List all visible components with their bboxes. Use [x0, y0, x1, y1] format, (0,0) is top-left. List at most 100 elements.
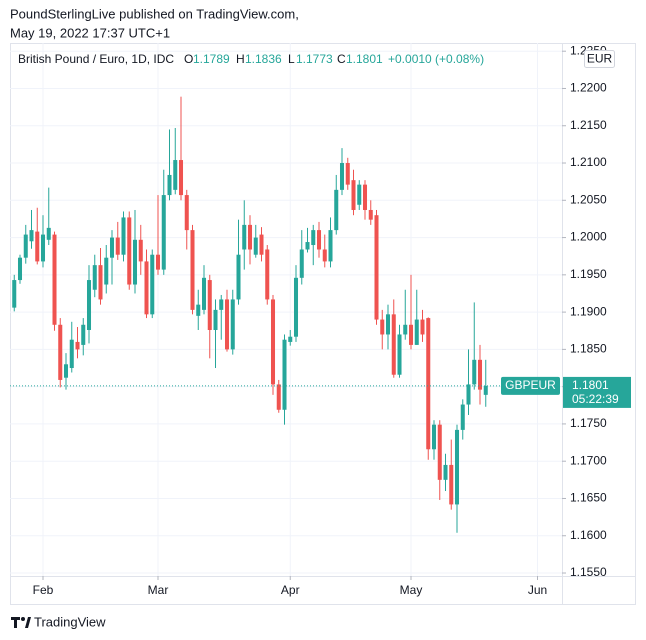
candle-body [173, 160, 178, 190]
candle-body [460, 404, 465, 430]
candle-body [368, 209, 373, 220]
candle-body [12, 280, 17, 308]
x-tick-label: May [400, 583, 423, 597]
candle-body [437, 424, 442, 480]
chart-frame [10, 43, 636, 605]
candle-body [178, 160, 184, 196]
candle-body [115, 237, 120, 255]
candle-body [316, 230, 322, 250]
candle-body [322, 249, 327, 262]
y-tick-label: 1.1650 [570, 491, 607, 505]
candle-body [201, 277, 207, 310]
timestamp: May 19, 2022 17:37 UTC+1 [10, 25, 170, 40]
candle-body [58, 324, 63, 380]
candle-body [408, 324, 414, 345]
price-label: 1.1801 [572, 378, 609, 392]
overlay: British Pound / Euro, 1D, IDC O 1.1789 H… [10, 50, 631, 408]
candle-body [270, 299, 276, 385]
legend-change: +0.0010 (+0.08%) [388, 52, 484, 66]
candle-body [311, 230, 316, 246]
candle-body [305, 242, 310, 250]
y-tick-label: 1.2050 [570, 192, 607, 206]
candle-body [81, 324, 86, 345]
candle-body [345, 163, 350, 185]
x-tick-label: Mar [148, 583, 169, 597]
y-tick-label: 1.2150 [570, 118, 607, 132]
candle-body [242, 224, 247, 250]
publisher: PoundSterlingLive published on TradingVi… [10, 6, 299, 21]
candle-body [449, 464, 454, 505]
candle-body [63, 364, 69, 378]
candle-body [104, 257, 109, 285]
candle-body [288, 336, 293, 342]
legend-h: H [236, 52, 245, 66]
y-tick-label: 1.1750 [570, 416, 607, 430]
candle-body [92, 265, 97, 290]
y-tick-label: 1.1600 [570, 528, 607, 542]
candle-body [224, 299, 230, 350]
candle-body [127, 217, 132, 285]
currency: EUR [587, 52, 613, 66]
candle-body [132, 239, 138, 285]
candle-body [52, 234, 57, 325]
candles [12, 96, 488, 533]
candle-body [121, 217, 126, 255]
y-tick-label: 1.2200 [570, 81, 607, 95]
grid: 1.15501.16001.16501.17001.17501.18001.18… [10, 43, 607, 597]
candle-body [196, 304, 201, 316]
logo-part [21, 617, 25, 621]
candle-body [299, 249, 304, 278]
candle-body [362, 184, 368, 210]
candle-body [414, 319, 419, 345]
candle-body [40, 234, 46, 262]
candle-body [144, 261, 149, 315]
price-box [563, 376, 631, 408]
y-tick-label: 1.1550 [570, 565, 607, 579]
footer-logo [11, 617, 31, 628]
candle-body [46, 227, 51, 240]
candle-body [259, 234, 264, 255]
candle-body [17, 257, 23, 281]
candle-body [150, 254, 155, 315]
candle-body [138, 239, 143, 262]
candle-body [23, 234, 28, 258]
candle-body [86, 280, 92, 330]
y-tick-label: 1.1950 [570, 267, 607, 281]
currency-box [584, 50, 615, 68]
candle-body [385, 314, 391, 335]
candle-body [155, 254, 161, 270]
y-tick-label: 1.1900 [570, 304, 607, 318]
candle-body [328, 230, 333, 262]
candle-body [293, 277, 299, 337]
candle-body [477, 359, 483, 390]
candle-body [339, 163, 345, 190]
candle-body [213, 309, 218, 330]
candle-body [219, 299, 224, 310]
candle-body [161, 195, 166, 270]
x-tick-label: Feb [33, 583, 54, 597]
y-tick-label: 1.2000 [570, 230, 607, 244]
candle-body [391, 314, 396, 375]
candle-body [276, 384, 281, 410]
y-tick-label: 1.1850 [570, 342, 607, 356]
countdown: 05:22:39 [572, 392, 619, 406]
candle-body [109, 237, 115, 258]
legend-o: O [184, 52, 193, 66]
candle-body [472, 359, 477, 385]
legend-close: 1.1801 [346, 52, 383, 66]
symbol-box [501, 376, 560, 395]
candle-body [466, 384, 471, 405]
candle-body [98, 265, 103, 300]
logo-part [25, 617, 31, 628]
candle-body [357, 184, 362, 205]
candle-body [167, 174, 172, 196]
candle-body [247, 224, 253, 250]
candle-body [483, 385, 488, 395]
legend-title: British Pound / Euro, 1D, IDC [18, 52, 174, 66]
candle-body [431, 424, 437, 450]
legend-high: 1.1836 [245, 52, 282, 66]
symbol-label: GBPEUR [505, 378, 556, 392]
candle-body [207, 280, 212, 330]
candle-body [282, 339, 287, 410]
